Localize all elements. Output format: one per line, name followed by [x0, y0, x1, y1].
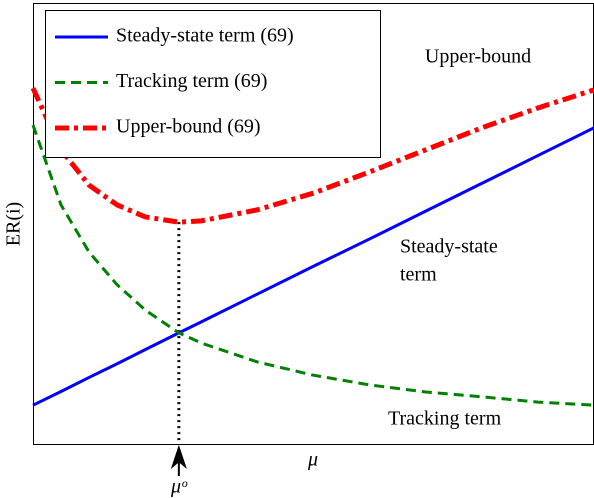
annotation: Upper-bound — [425, 46, 531, 68]
optimum-label: μᵒ — [170, 476, 188, 498]
x-axis-label: μ — [307, 449, 318, 471]
annotation: Tracking term — [388, 408, 502, 430]
annotation: term — [400, 264, 437, 286]
legend-label: Steady-state term (69) — [116, 25, 294, 47]
y-axis-label: ER(i) — [3, 202, 25, 246]
optimum-arrow — [170, 444, 187, 476]
legend-label: Tracking term (69) — [116, 70, 267, 92]
series-line — [30, 87, 594, 225]
series-line — [31, 124, 594, 407]
annotation: Steady-state — [400, 236, 498, 258]
legend-box — [45, 10, 381, 158]
legend-label: Upper-bound (69) — [116, 116, 261, 138]
series-line — [32, 126, 594, 407]
